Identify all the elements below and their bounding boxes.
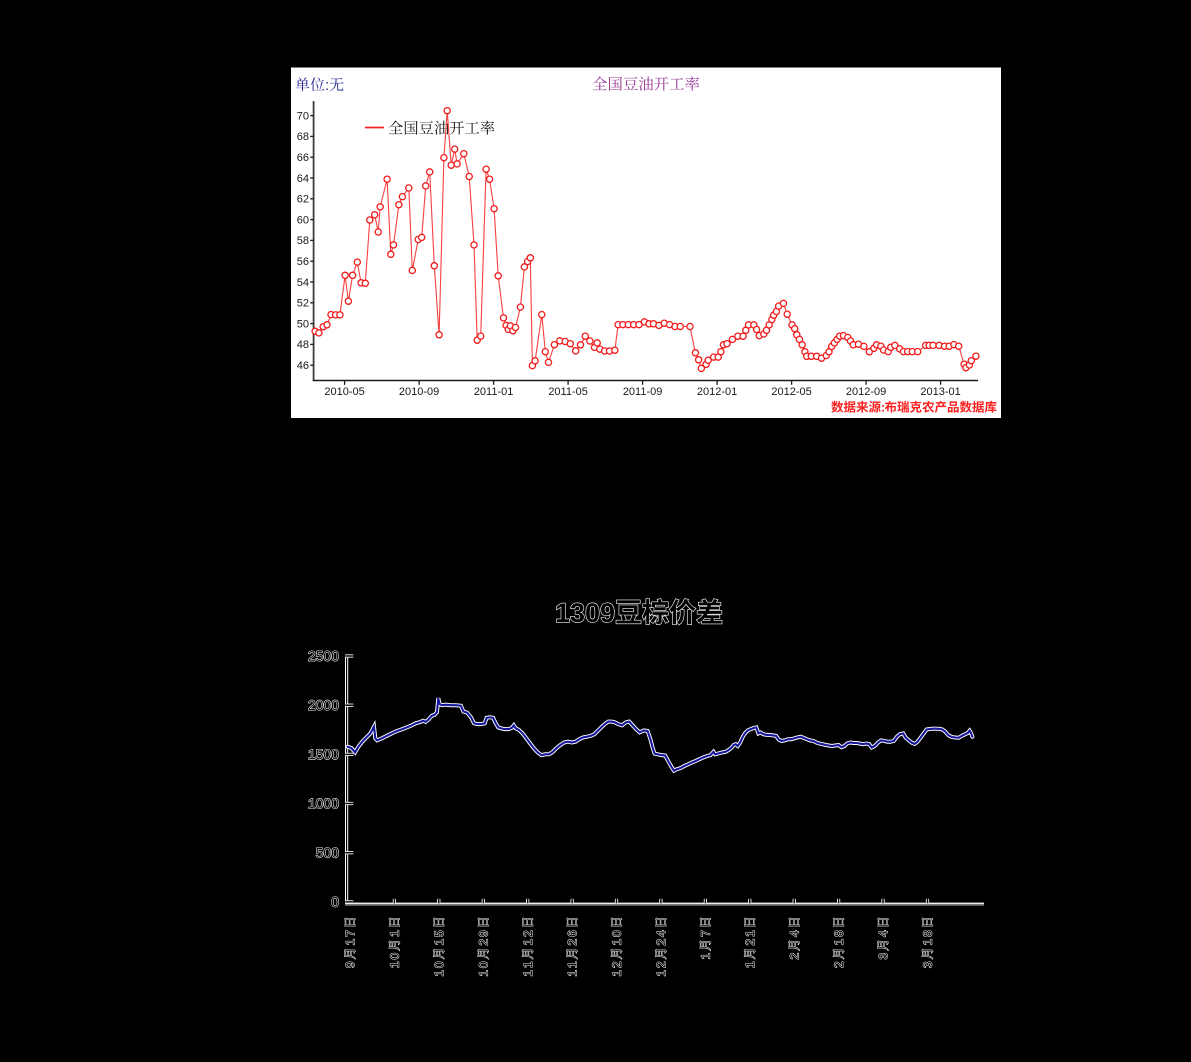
svg-text:64: 64 bbox=[297, 173, 309, 185]
svg-text:54: 54 bbox=[297, 277, 309, 289]
svg-text::: : bbox=[325, 77, 329, 94]
svg-text:56: 56 bbox=[297, 256, 309, 268]
svg-text:2012-05: 2012-05 bbox=[771, 386, 811, 398]
svg-text:58: 58 bbox=[297, 235, 309, 247]
svg-text::: : bbox=[881, 401, 885, 415]
svg-text:52: 52 bbox=[297, 298, 309, 310]
svg-text:66: 66 bbox=[297, 152, 309, 164]
svg-text:46: 46 bbox=[297, 360, 309, 372]
svg-text:60: 60 bbox=[297, 214, 309, 226]
svg-text:2011-01: 2011-01 bbox=[474, 386, 514, 398]
svg-text:2011-05: 2011-05 bbox=[548, 386, 588, 398]
svg-text:2012-09: 2012-09 bbox=[846, 386, 886, 398]
svg-text:48: 48 bbox=[297, 339, 309, 351]
svg-text:68: 68 bbox=[297, 131, 309, 143]
svg-text:2011-09: 2011-09 bbox=[623, 386, 663, 398]
svg-text:62: 62 bbox=[297, 194, 309, 206]
svg-text:2010-05: 2010-05 bbox=[324, 386, 364, 398]
svg-text:2012-01: 2012-01 bbox=[697, 386, 737, 398]
svg-text:70: 70 bbox=[297, 110, 309, 122]
svg-text:2013-01: 2013-01 bbox=[920, 386, 960, 398]
svg-text:50: 50 bbox=[297, 318, 309, 330]
svg-text:2010-09: 2010-09 bbox=[399, 386, 439, 398]
